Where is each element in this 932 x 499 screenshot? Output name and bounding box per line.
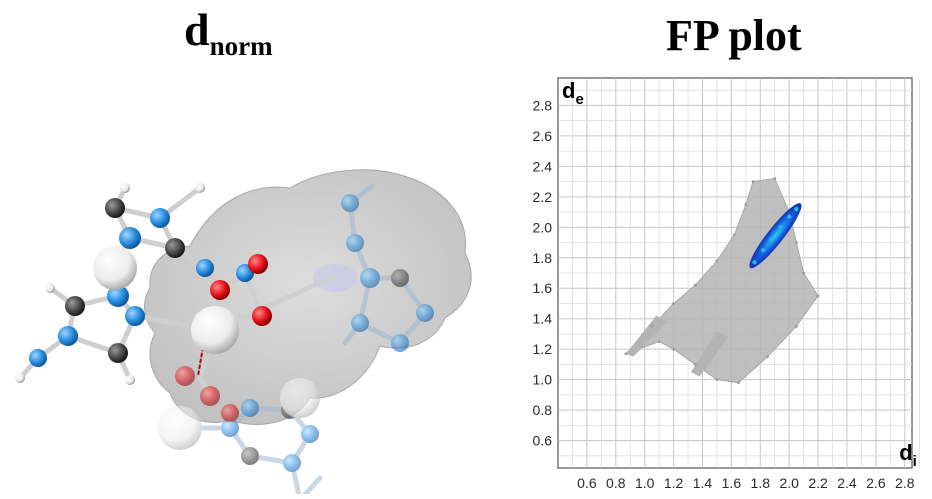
fp-y-tick-label: 1.2 [533, 341, 553, 357]
fp-y-tick-label: 1.0 [533, 372, 553, 388]
fp-gray-point [657, 340, 661, 343]
fp-gray-point [624, 352, 628, 356]
fp-xlabel: di [899, 440, 917, 470]
atoms [15, 183, 272, 385]
fp-gray-tail [690, 330, 729, 377]
fp-x-tick-label: 1.4 [693, 475, 713, 491]
molecule-panel [0, 78, 480, 499]
fp-gray-point [744, 203, 748, 206]
fp-y-tick-label: 0.8 [533, 402, 553, 418]
fp-gray-series [624, 177, 820, 385]
fp-x-tick-label: 1.8 [751, 475, 771, 491]
fp-x-tick-label: 1.6 [722, 475, 742, 491]
ghost-molecule [158, 183, 434, 499]
fp-gray-point [715, 259, 719, 263]
fp-gray-point [715, 378, 719, 382]
dnorm-title-main: d [184, 4, 210, 55]
fp-y-tick-label: 2.4 [533, 158, 553, 174]
fp-gray-point [672, 302, 675, 305]
dnorm-title: dnorm [184, 4, 273, 62]
fp-x-tick-label: 0.6 [577, 475, 597, 491]
fp-gray-point [693, 363, 697, 366]
fp-blue-point [786, 214, 792, 219]
fp-y-tick-label: 2.6 [533, 128, 553, 144]
fp-blue-point [752, 260, 757, 265]
fp-gray-point [795, 324, 798, 328]
fp-gray-point [693, 283, 697, 287]
fp-gray-point [751, 180, 755, 183]
fp-gray-point [766, 355, 769, 359]
fp-blue-point [794, 206, 799, 212]
fp-y-tick-label: 2.0 [533, 219, 553, 235]
fp-gray-point [795, 241, 798, 244]
fp-gray-point [802, 271, 806, 275]
fp-gray-tail [625, 315, 668, 357]
fp-plot-panel: 0.6 0.8 1.0 1.2 1.4 1.6 1.8 2.0 2.2 2.4 2.6 2.8 0.6 0… [520, 58, 932, 494]
fp-highlight-series [749, 203, 802, 269]
fp-x-tick-label: 1.0 [635, 475, 655, 491]
hirshfeld-surface [144, 169, 472, 425]
fp-x-tick-label: 0.8 [606, 475, 626, 491]
dnorm-title-subscript: norm [209, 31, 273, 61]
fp-x-tick-label: 2.8 [895, 475, 915, 491]
fp-tick-labels: 0.6 0.8 1.0 1.2 1.4 1.6 1.8 2.0 2.2 2.4 2.6 2.8 0.6 0… [533, 97, 915, 491]
fp-y-tick-label: 2.8 [533, 97, 553, 113]
fp-gray-point [672, 347, 675, 351]
fp-gray-point [732, 233, 736, 237]
fp-blue-point [778, 225, 783, 230]
fp-gray-point [650, 324, 654, 328]
fp-plot-chart: 0.6 0.8 1.0 1.2 1.4 1.6 1.8 2.0 2.2 2.4 2.6 2.8 0.6 0… [533, 77, 920, 491]
fp-x-tick-label: 1.2 [664, 475, 684, 491]
fp-blue-point [760, 247, 766, 253]
fp-gray-point [816, 294, 820, 298]
fp-y-tick-label: 1.6 [533, 280, 553, 296]
fp-y-tick-label: 1.4 [533, 311, 553, 327]
fp-x-tick-label: 2.4 [837, 475, 857, 491]
fp-gray-point [773, 177, 777, 180]
fp-y-tick-label: 0.6 [533, 433, 553, 449]
fp-x-tick-label: 2.2 [808, 475, 828, 491]
fp-y-tick-label: 1.8 [533, 250, 553, 266]
fp-ylabel: de [562, 78, 584, 108]
fp-plot-title: FP plot [666, 11, 802, 60]
fp-gray-point [737, 381, 741, 385]
fp-y-tick-label: 2.2 [533, 189, 553, 205]
fp-blue-point [769, 237, 775, 242]
fp-axis-labels: de di [562, 78, 917, 470]
fp-x-tick-label: 2.6 [866, 475, 886, 491]
fp-x-tick-label: 2.0 [779, 475, 799, 491]
molecule-figure [15, 169, 472, 499]
